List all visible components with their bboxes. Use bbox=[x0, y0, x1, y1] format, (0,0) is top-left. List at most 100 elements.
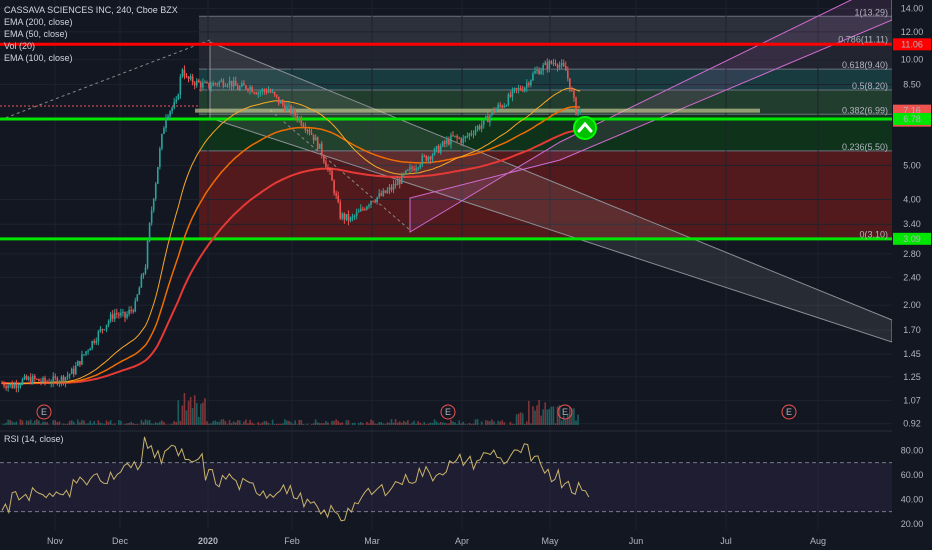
legend-ema100[interactable]: EMA (100, close) bbox=[4, 53, 73, 63]
candle-body bbox=[232, 80, 235, 87]
volume-bar bbox=[474, 419, 477, 425]
candle-body bbox=[487, 116, 489, 123]
dashed-trendline bbox=[0, 39, 211, 121]
legend-title[interactable]: CASSAVA SCIENCES INC, 240, Cboe BZX bbox=[4, 5, 178, 15]
candle-body bbox=[181, 69, 184, 77]
candle-body bbox=[167, 116, 169, 118]
candle-body bbox=[575, 97, 577, 115]
volume-bar bbox=[567, 413, 569, 425]
price-axis[interactable]: 14.00 12.00 10.00 8.50 5.00 4.00 3.40 2.80 2.40 2… bbox=[892, 0, 932, 550]
volume-bar bbox=[173, 421, 175, 425]
volume-bar bbox=[280, 423, 282, 425]
rsi-tick-label: 40.00 bbox=[901, 494, 924, 504]
candle-body bbox=[466, 136, 469, 138]
candle-body bbox=[532, 73, 534, 81]
candle-body bbox=[407, 169, 409, 171]
price-label: 6.78 bbox=[903, 114, 921, 124]
candle-body bbox=[134, 300, 137, 312]
candle-body bbox=[286, 106, 288, 111]
volume-bar bbox=[34, 420, 36, 425]
candle-body bbox=[177, 94, 180, 100]
candle-body bbox=[423, 155, 426, 157]
volume-bar bbox=[546, 409, 549, 425]
candle-body bbox=[304, 126, 307, 131]
volume-bar bbox=[64, 424, 67, 425]
volume-bar bbox=[345, 420, 348, 425]
volume-bar bbox=[40, 423, 42, 425]
legend-vol[interactable]: Vol (20) bbox=[4, 41, 36, 51]
volume-bar bbox=[394, 419, 397, 425]
volume-bar bbox=[257, 421, 260, 425]
candle-body bbox=[312, 134, 315, 141]
candle-body bbox=[79, 361, 81, 365]
candle-body bbox=[91, 340, 93, 349]
candle-body bbox=[161, 133, 163, 149]
candle-body bbox=[150, 210, 153, 224]
candle-body bbox=[251, 87, 253, 93]
candle-body bbox=[333, 180, 335, 194]
candle-body bbox=[1, 383, 3, 385]
volume-bar bbox=[187, 400, 190, 425]
volume-bar bbox=[489, 421, 491, 425]
volume-bar bbox=[493, 421, 495, 425]
legend-ema50[interactable]: EMA (50, close) bbox=[4, 29, 68, 39]
candle-body bbox=[113, 313, 116, 319]
rsi-legend[interactable]: RSI (14, close) bbox=[4, 434, 64, 444]
volume-bar bbox=[218, 421, 221, 425]
candle-body bbox=[474, 129, 477, 134]
candle-body bbox=[216, 83, 219, 85]
candle-body bbox=[163, 127, 165, 134]
legend-ema200[interactable]: EMA (200, close) bbox=[4, 17, 73, 27]
candle-body bbox=[460, 138, 462, 143]
volume-bar bbox=[384, 424, 387, 425]
candle-body bbox=[493, 110, 495, 112]
candle-body bbox=[81, 354, 83, 365]
volume-bar bbox=[175, 421, 178, 425]
volume-bar bbox=[185, 410, 188, 425]
volume-bar bbox=[298, 419, 301, 425]
volume-bar bbox=[569, 406, 571, 425]
candle-body bbox=[560, 62, 563, 66]
candle-body bbox=[357, 211, 360, 213]
price-label-box bbox=[893, 112, 931, 125]
volume-bar bbox=[374, 423, 376, 425]
volume-bar bbox=[128, 422, 130, 425]
volume-bar bbox=[210, 423, 212, 425]
volume-bar bbox=[495, 424, 497, 425]
price-label: 11.06 bbox=[901, 39, 923, 49]
volume-bar bbox=[25, 420, 28, 425]
volume-bar bbox=[562, 415, 565, 425]
candle-body bbox=[101, 328, 104, 330]
volume-bar bbox=[464, 423, 467, 425]
candle-body bbox=[42, 377, 44, 383]
candle-body bbox=[154, 183, 157, 199]
volume-bar bbox=[62, 423, 65, 425]
candle-body bbox=[380, 193, 383, 196]
volume-bar bbox=[400, 422, 403, 425]
volume-bar bbox=[526, 421, 528, 425]
volume-bar bbox=[52, 420, 55, 425]
candle-body bbox=[458, 137, 460, 139]
volume-bar bbox=[126, 423, 128, 425]
volume-bar bbox=[446, 423, 448, 425]
volume-bar bbox=[154, 422, 157, 425]
volume-bar bbox=[101, 423, 104, 425]
candle-body bbox=[75, 365, 77, 375]
earnings-marker-label: E bbox=[786, 407, 792, 417]
candle-body bbox=[29, 377, 32, 384]
volume-bar bbox=[189, 396, 192, 425]
candle-body bbox=[562, 62, 565, 67]
candle-body bbox=[204, 82, 206, 84]
candle-body bbox=[142, 273, 145, 276]
candle-body bbox=[534, 71, 536, 74]
time-axis[interactable]: Nov Dec 2020 Feb Mar Apr May Jun Jul Aug bbox=[47, 536, 826, 546]
candle-body bbox=[554, 62, 557, 65]
volume-bar bbox=[437, 423, 440, 425]
volume-bar bbox=[540, 415, 542, 425]
volume-bar bbox=[316, 422, 319, 425]
volume-bar bbox=[403, 420, 405, 425]
volume-bar bbox=[148, 420, 151, 425]
candle-body bbox=[185, 76, 188, 78]
volume-bar bbox=[339, 422, 342, 425]
